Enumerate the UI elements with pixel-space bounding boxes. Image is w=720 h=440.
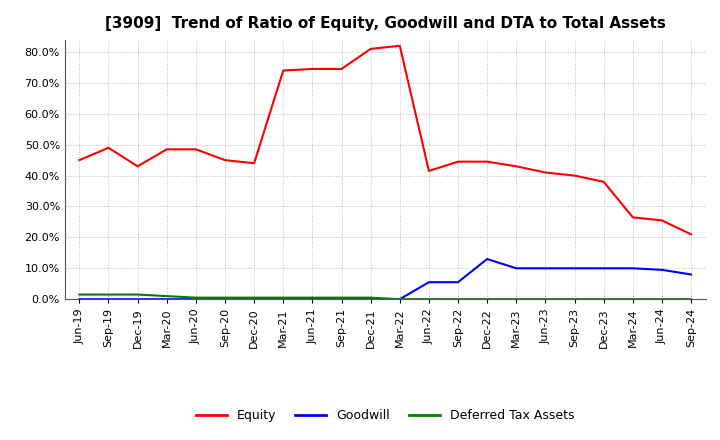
Goodwill bbox=[308, 297, 317, 302]
Deferred Tax Assets bbox=[337, 295, 346, 300]
Equity bbox=[599, 179, 608, 184]
Deferred Tax Assets bbox=[687, 297, 696, 302]
Goodwill bbox=[75, 297, 84, 302]
Goodwill bbox=[454, 279, 462, 285]
Line: Deferred Tax Assets: Deferred Tax Assets bbox=[79, 294, 691, 299]
Deferred Tax Assets bbox=[250, 295, 258, 300]
Goodwill bbox=[687, 272, 696, 277]
Goodwill bbox=[570, 266, 579, 271]
Goodwill bbox=[541, 266, 550, 271]
Goodwill bbox=[337, 297, 346, 302]
Deferred Tax Assets bbox=[454, 297, 462, 302]
Goodwill bbox=[395, 297, 404, 302]
Goodwill bbox=[133, 297, 142, 302]
Equity bbox=[454, 159, 462, 164]
Goodwill bbox=[425, 279, 433, 285]
Goodwill bbox=[483, 257, 492, 262]
Goodwill bbox=[192, 297, 200, 302]
Deferred Tax Assets bbox=[133, 292, 142, 297]
Equity bbox=[483, 159, 492, 164]
Equity bbox=[308, 66, 317, 72]
Equity bbox=[220, 158, 229, 163]
Deferred Tax Assets bbox=[279, 295, 287, 300]
Deferred Tax Assets bbox=[366, 295, 375, 300]
Equity bbox=[541, 170, 550, 175]
Equity bbox=[133, 164, 142, 169]
Equity bbox=[687, 231, 696, 237]
Deferred Tax Assets bbox=[425, 297, 433, 302]
Deferred Tax Assets bbox=[395, 297, 404, 302]
Deferred Tax Assets bbox=[512, 297, 521, 302]
Goodwill bbox=[279, 297, 287, 302]
Goodwill bbox=[220, 297, 229, 302]
Equity bbox=[570, 173, 579, 178]
Goodwill bbox=[163, 297, 171, 302]
Equity bbox=[366, 46, 375, 51]
Title: [3909]  Trend of Ratio of Equity, Goodwill and DTA to Total Assets: [3909] Trend of Ratio of Equity, Goodwil… bbox=[105, 16, 665, 32]
Equity bbox=[163, 147, 171, 152]
Deferred Tax Assets bbox=[163, 293, 171, 299]
Goodwill bbox=[250, 297, 258, 302]
Equity bbox=[629, 215, 637, 220]
Goodwill bbox=[629, 266, 637, 271]
Goodwill bbox=[512, 266, 521, 271]
Deferred Tax Assets bbox=[308, 295, 317, 300]
Line: Goodwill: Goodwill bbox=[79, 259, 691, 299]
Deferred Tax Assets bbox=[192, 295, 200, 300]
Deferred Tax Assets bbox=[220, 295, 229, 300]
Legend: Equity, Goodwill, Deferred Tax Assets: Equity, Goodwill, Deferred Tax Assets bbox=[191, 404, 580, 427]
Deferred Tax Assets bbox=[483, 297, 492, 302]
Equity bbox=[395, 43, 404, 48]
Goodwill bbox=[599, 266, 608, 271]
Goodwill bbox=[104, 297, 113, 302]
Equity bbox=[192, 147, 200, 152]
Deferred Tax Assets bbox=[599, 297, 608, 302]
Equity bbox=[104, 145, 113, 150]
Deferred Tax Assets bbox=[570, 297, 579, 302]
Equity bbox=[279, 68, 287, 73]
Deferred Tax Assets bbox=[657, 297, 666, 302]
Equity bbox=[75, 158, 84, 163]
Equity bbox=[425, 169, 433, 174]
Goodwill bbox=[657, 267, 666, 272]
Deferred Tax Assets bbox=[75, 292, 84, 297]
Equity bbox=[512, 164, 521, 169]
Deferred Tax Assets bbox=[541, 297, 550, 302]
Goodwill bbox=[366, 297, 375, 302]
Deferred Tax Assets bbox=[104, 292, 113, 297]
Equity bbox=[337, 66, 346, 72]
Line: Equity: Equity bbox=[79, 46, 691, 234]
Equity bbox=[657, 218, 666, 223]
Deferred Tax Assets bbox=[629, 297, 637, 302]
Equity bbox=[250, 161, 258, 166]
